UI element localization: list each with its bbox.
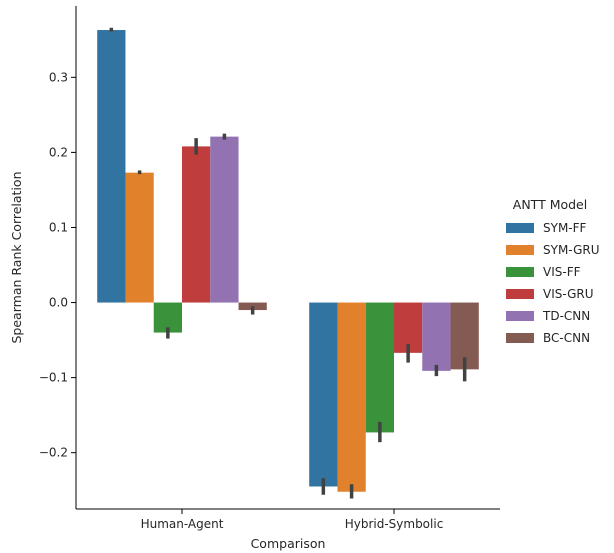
bar-sym-ff-0 xyxy=(97,30,126,303)
bar-td-cnn-0 xyxy=(210,136,239,303)
legend-title: ANTT Model xyxy=(513,197,587,212)
legend-swatch-vis-ff xyxy=(506,267,534,277)
y-axis-title: Spearman Rank Correlation xyxy=(9,171,24,343)
legend-label-bc-cnn: BC-CNN xyxy=(543,331,590,345)
x-tick-label: Human-Agent xyxy=(141,517,224,531)
x-tick-label: Hybrid-Symbolic xyxy=(345,517,444,531)
y-tick-label: 0.0 xyxy=(49,296,68,310)
plot-area xyxy=(97,27,479,499)
bar-td-cnn-1 xyxy=(422,302,451,371)
y-tick-label: 0.2 xyxy=(49,145,68,159)
legend-label-vis-gru: VIS-GRU xyxy=(543,287,594,301)
x-axis-title: Comparison xyxy=(251,536,326,551)
y-axis: −0.2 −0.1 0.0 0.1 0.2 0.3 xyxy=(39,6,77,509)
legend-label-vis-ff: VIS-FF xyxy=(543,265,581,279)
legend-label-sym-gru: SYM-GRU xyxy=(543,243,600,257)
bar-sym-gru-0 xyxy=(125,172,154,303)
legend-swatch-sym-ff xyxy=(506,223,534,233)
legend-label-sym-ff: SYM-FF xyxy=(543,221,587,235)
bar-vis-gru-0 xyxy=(182,146,211,303)
legend-label-td-cnn: TD-CNN xyxy=(542,309,590,323)
bar-sym-gru-1 xyxy=(337,302,366,492)
y-tick-label: −0.2 xyxy=(39,446,68,460)
y-tick-label: 0.3 xyxy=(49,70,68,84)
legend-swatch-bc-cnn xyxy=(506,333,534,343)
bar-sym-ff-1 xyxy=(309,302,338,487)
x-axis: Human-Agent Hybrid-Symbolic xyxy=(76,508,500,531)
legend-swatch-sym-gru xyxy=(506,245,534,255)
legend-swatch-td-cnn xyxy=(506,311,534,321)
y-tick-label: 0.1 xyxy=(49,220,68,234)
legend-swatch-vis-gru xyxy=(506,289,534,299)
bar-vis-ff-1 xyxy=(365,302,394,433)
legend: ANTT Model SYM-FF SYM-GRU VIS-FF VIS-GRU TD-… xyxy=(506,197,600,345)
y-tick-label: −0.1 xyxy=(39,371,68,385)
